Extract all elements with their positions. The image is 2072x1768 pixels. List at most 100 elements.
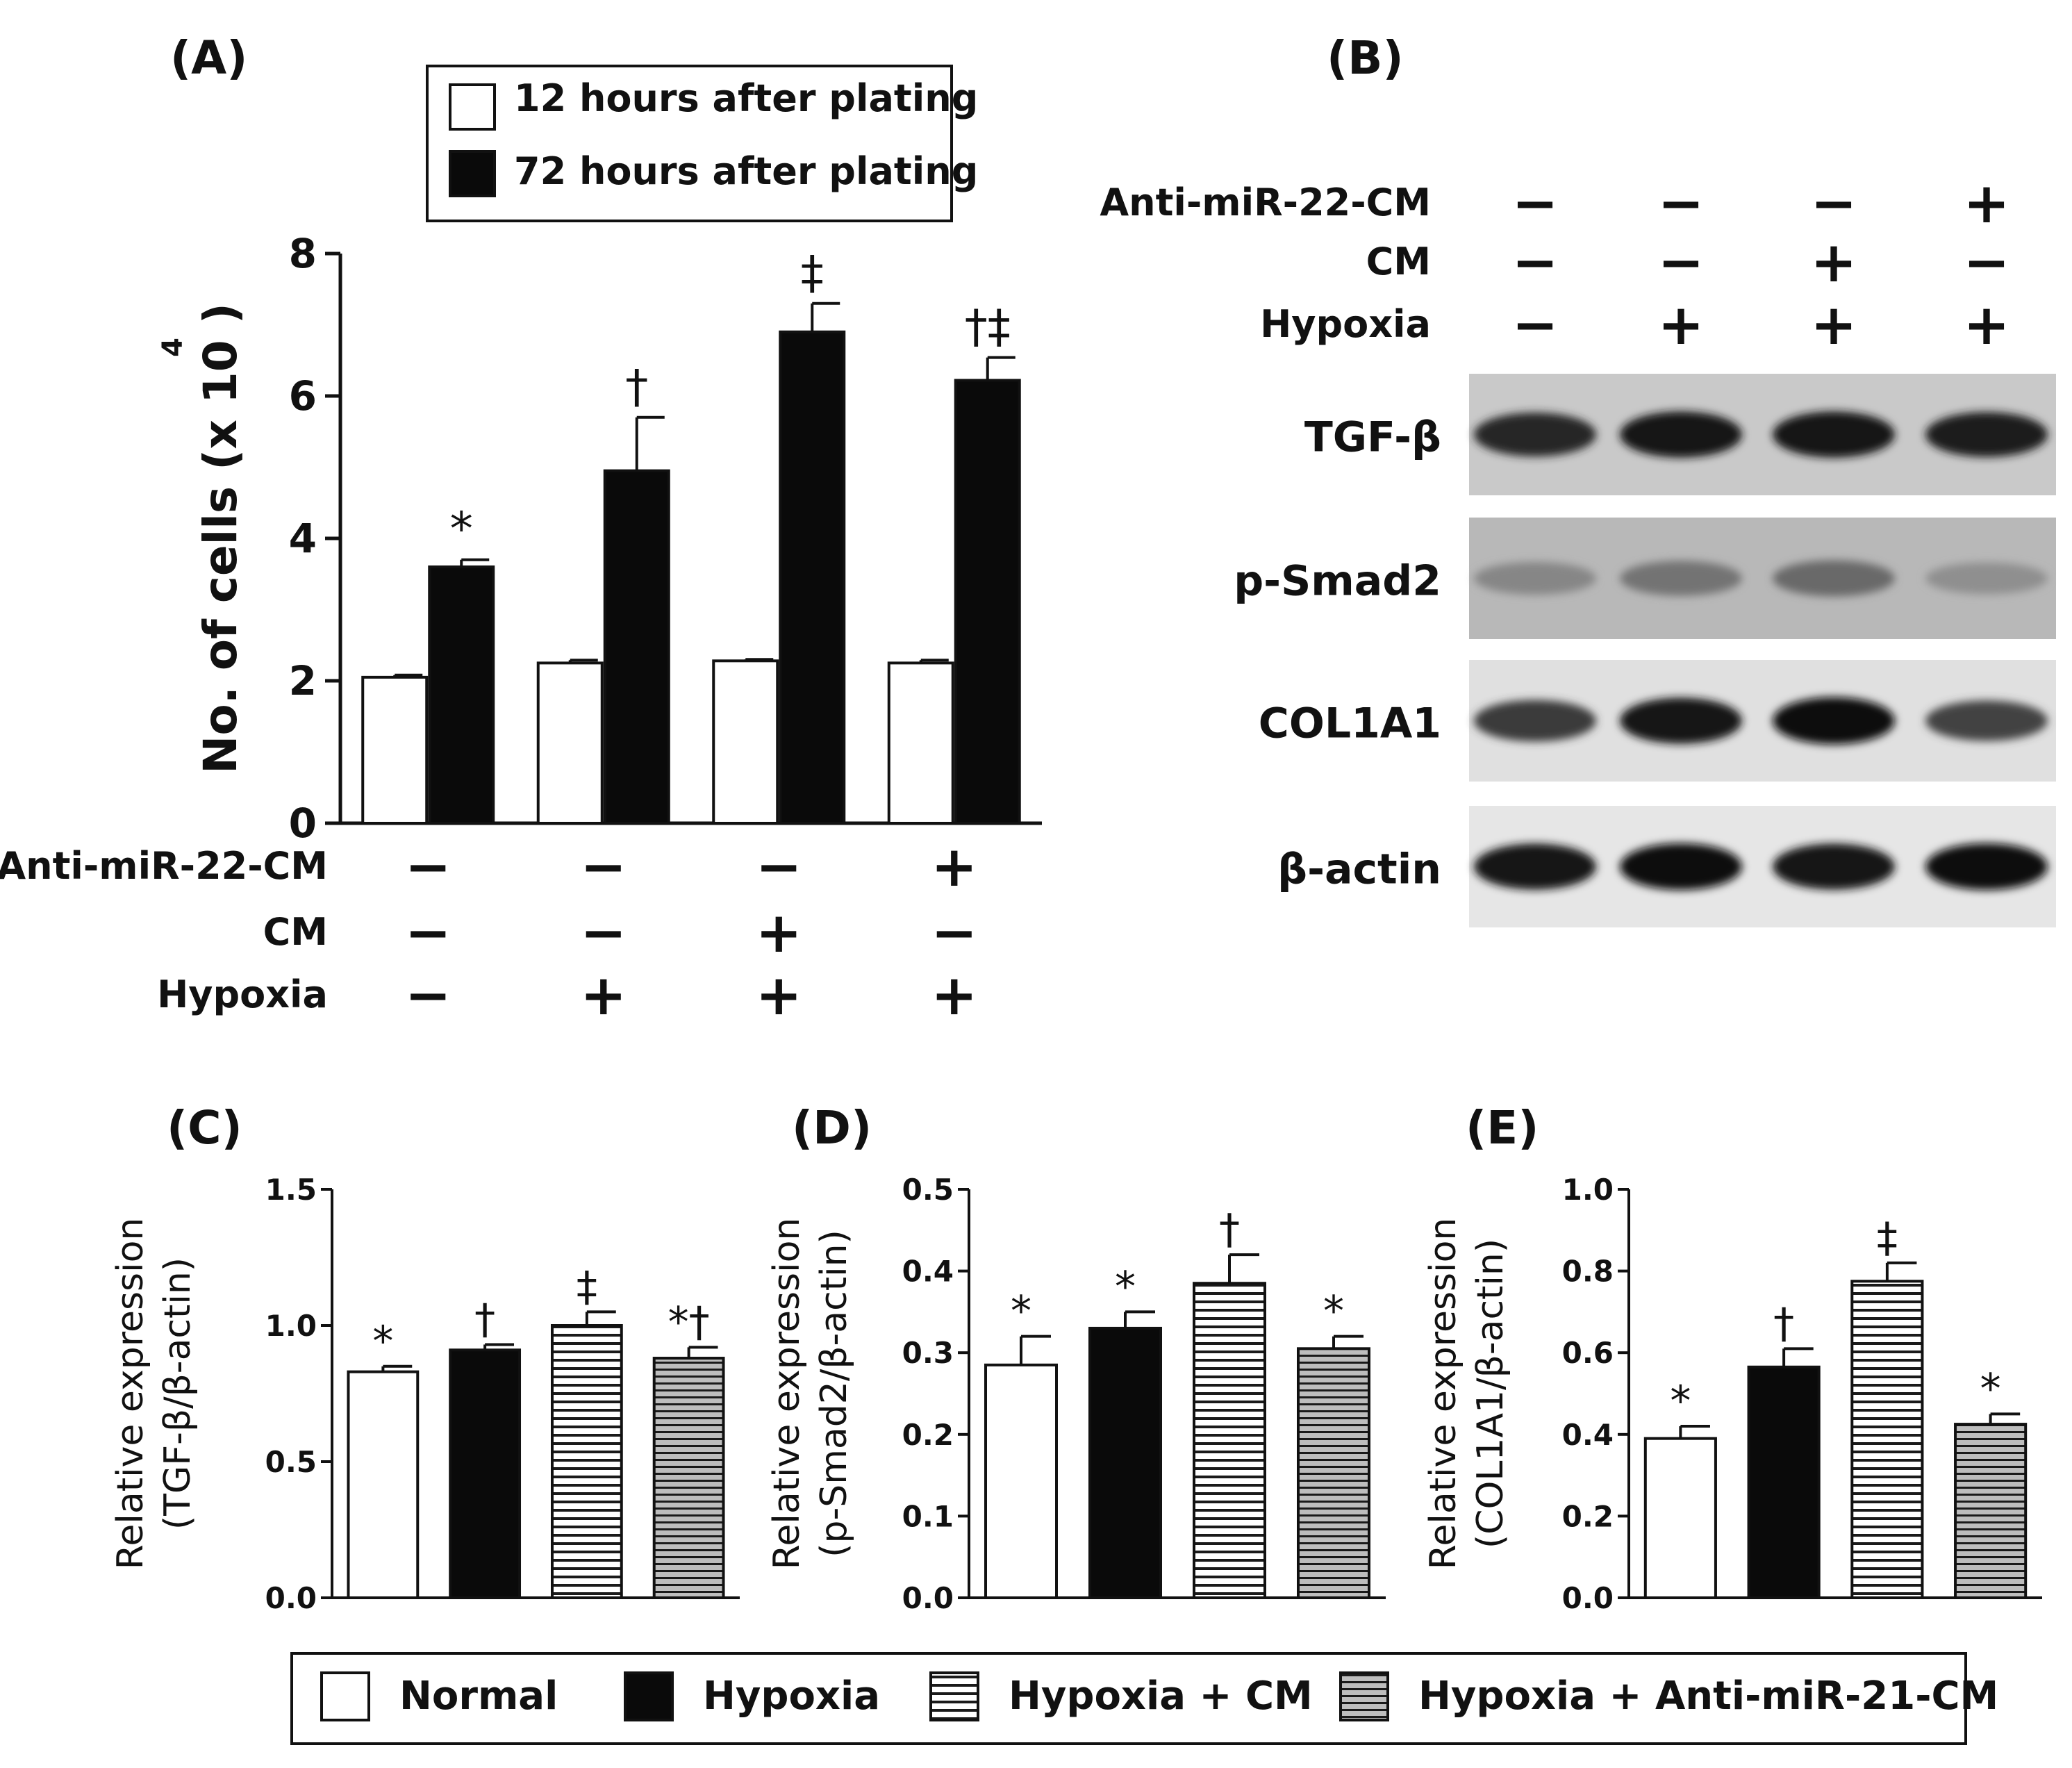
- a-condition-symbol: −: [580, 900, 627, 965]
- e-y-tick-label: 0.0: [1562, 1581, 1614, 1615]
- b-blot-band: [1620, 561, 1742, 596]
- c-annotation: *†: [668, 1298, 710, 1346]
- a-bar: [887, 661, 954, 825]
- e-bar: [1850, 1280, 1924, 1600]
- b-blot-band: [1773, 843, 1895, 890]
- b-condition-symbol: −: [1657, 230, 1704, 295]
- e-annotation: *: [1980, 1364, 2001, 1413]
- a-y-tick-label: 6: [289, 372, 317, 420]
- a-annotation: *: [450, 502, 473, 556]
- a-y-tick-label: 2: [289, 657, 317, 704]
- a-condition-symbol: +: [580, 963, 627, 1027]
- a-condition-symbol: −: [580, 834, 627, 899]
- b-condition-symbol: +: [1963, 292, 2009, 357]
- b-blot-label: β-actin: [1277, 845, 1441, 894]
- d-bar: [984, 1363, 1058, 1599]
- c-annotation: †: [474, 1295, 495, 1344]
- c-y-tick-label: 1.0: [265, 1309, 317, 1343]
- bottom-legend-label: Hypoxia + Anti-miR-21-CM: [1418, 1674, 1998, 1719]
- b-condition-symbol: +: [1810, 292, 1857, 357]
- b-condition-symbol: +: [1810, 230, 1857, 295]
- a-annotation: ‡: [801, 246, 824, 299]
- a-legend-label-72h: 72 hours after plating: [514, 149, 978, 193]
- b-blot-label: TGF-β: [1304, 413, 1441, 462]
- b-blot-band: [1925, 412, 2048, 457]
- bottom-legend-swatch: [1339, 1671, 1389, 1721]
- e-y-axis-label-line1: Relative expression: [1423, 1218, 1464, 1570]
- b-condition-symbol: −: [1511, 171, 1558, 236]
- c-annotation: *: [372, 1317, 393, 1366]
- panel-label-e: (E): [1466, 1101, 1539, 1155]
- panel-label-c: (C): [167, 1101, 242, 1155]
- a-bar: [603, 469, 670, 825]
- b-blot-label: COL1A1: [1259, 700, 1441, 748]
- d-y-axis-label-line1: Relative expression: [766, 1218, 808, 1570]
- b-blot-band: [1773, 697, 1895, 745]
- a-condition-label: Anti-miR-22-CM: [0, 844, 328, 888]
- d-annotation: †: [1219, 1205, 1240, 1254]
- b-condition-label: Hypoxia: [1260, 302, 1431, 346]
- a-y-tick-label: 8: [289, 230, 317, 277]
- c-y-tick-label: 0.0: [265, 1581, 317, 1615]
- a-condition-label: CM: [263, 910, 328, 954]
- c-bar: [449, 1348, 522, 1600]
- b-condition-symbol: +: [1963, 171, 2009, 236]
- e-bar: [1747, 1365, 1821, 1600]
- e-y-axis-label-line2: (COL1A1/β-actin): [1470, 1239, 1511, 1548]
- e-y-tick-label: 0.4: [1562, 1418, 1614, 1452]
- a-legend-label-12h: 12 hours after plating: [514, 76, 978, 120]
- c-y-tick-label: 0.5: [265, 1445, 317, 1479]
- d-y-axis-label-line2: (p-Smad2/β-actin): [813, 1230, 855, 1558]
- b-blot-band: [1620, 697, 1742, 744]
- b-blot-band: [1925, 843, 2048, 891]
- a-condition-symbol: −: [756, 834, 802, 899]
- bottom-legend-swatch: [320, 1671, 370, 1721]
- a-legend-box: [426, 65, 953, 222]
- e-bar: [1954, 1423, 2028, 1600]
- bottom-legend-label: Hypoxia: [703, 1674, 880, 1719]
- a-condition-symbol: +: [931, 834, 977, 899]
- a-bar: [712, 659, 779, 825]
- d-y-tick-label: 0.4: [902, 1255, 954, 1289]
- d-annotation: *: [1115, 1262, 1136, 1311]
- b-condition-label: CM: [1366, 240, 1431, 283]
- b-condition-symbol: −: [1657, 171, 1704, 236]
- a-bar: [536, 661, 604, 825]
- c-bar: [652, 1357, 725, 1600]
- a-y-tick-label: 4: [289, 515, 317, 562]
- b-condition-symbol: −: [1963, 230, 2009, 295]
- a-y-tick-label: 0: [289, 800, 317, 847]
- b-blot-band: [1620, 843, 1742, 891]
- b-condition-symbol: −: [1810, 171, 1857, 236]
- a-condition-symbol: +: [756, 900, 802, 965]
- c-y-axis-label-line2: (TGF-β/β-actin): [157, 1257, 199, 1530]
- b-blot-band: [1925, 562, 2048, 595]
- a-condition-symbol: −: [405, 834, 451, 899]
- a-condition-symbol: −: [405, 963, 451, 1027]
- a-condition-symbol: +: [756, 963, 802, 1027]
- b-condition-symbol: −: [1511, 230, 1558, 295]
- bottom-legend-box: [290, 1652, 1967, 1745]
- a-annotation: †: [625, 360, 648, 413]
- b-condition-symbol: −: [1511, 292, 1558, 357]
- d-y-tick-label: 0.0: [902, 1581, 954, 1615]
- bottom-legend-label: Normal: [399, 1674, 558, 1719]
- d-y-tick-label: 0.5: [902, 1173, 954, 1207]
- b-condition-label: Anti-miR-22-CM: [1100, 181, 1431, 224]
- bottom-legend-label: Hypoxia + CM: [1009, 1674, 1313, 1719]
- a-y-axis-label-exponent: 4: [157, 338, 189, 357]
- a-bar: [361, 675, 429, 825]
- c-y-axis-label-line1: Relative expression: [110, 1218, 151, 1570]
- a-bar: [954, 379, 1021, 825]
- e-annotation: †: [1773, 1299, 1794, 1348]
- a-y-axis-label: No. of cells (x 10 ): [194, 303, 247, 774]
- c-bar: [550, 1324, 623, 1599]
- bottom-legend-swatch: [929, 1671, 979, 1721]
- b-blot-band: [1925, 700, 2048, 741]
- b-condition-symbol: +: [1657, 292, 1704, 357]
- b-blot-label: p-Smad2: [1234, 557, 1441, 606]
- a-bar: [428, 565, 495, 825]
- e-annotation: *: [1670, 1377, 1691, 1426]
- e-annotation: ‡: [1877, 1214, 1898, 1262]
